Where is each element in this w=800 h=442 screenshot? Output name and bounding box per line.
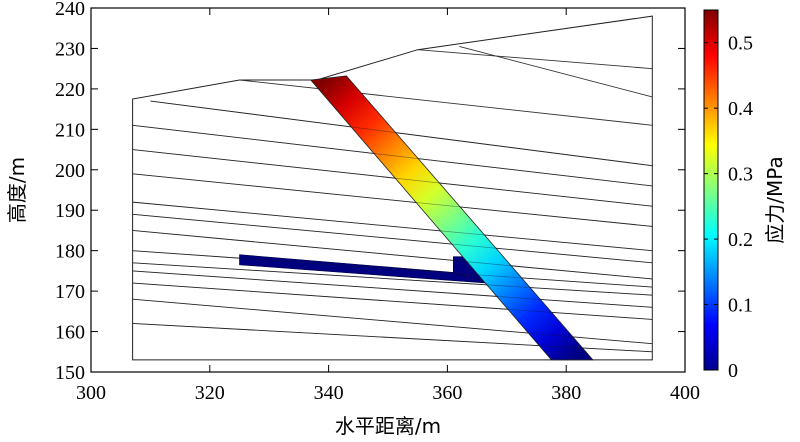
colorbar-tick-label-4: 0.4 bbox=[728, 98, 753, 120]
colorbar-tick-label-1: 0.1 bbox=[728, 295, 753, 317]
plot-frame bbox=[90, 7, 686, 373]
y-tick-label-4: 190 bbox=[55, 200, 85, 222]
rock-layer-line-8 bbox=[132, 262, 653, 296]
x-tick-label-1: 320 bbox=[195, 382, 225, 404]
band-layer-overlay-10 bbox=[132, 282, 653, 320]
rock-layer-line-4 bbox=[132, 201, 653, 252]
rock-layer-line-9 bbox=[132, 270, 653, 308]
colorbar: 0 0.1 0.2 0.3 0.4 0.5 bbox=[703, 9, 753, 382]
band-layer-overlay-11 bbox=[132, 298, 653, 345]
rock-layer-line-14 bbox=[417, 49, 653, 70]
band-layer-overlay-8 bbox=[132, 262, 653, 296]
y-axis-label: 高度/m bbox=[5, 157, 29, 223]
rock-layer-line-13 bbox=[239, 79, 653, 126]
y-tick-label-3: 180 bbox=[55, 241, 85, 263]
band-layer-overlay-1 bbox=[132, 124, 653, 187]
rock-layer-line-5 bbox=[132, 213, 653, 264]
rock-layer-line-2 bbox=[132, 149, 653, 207]
band-layer-overlay-12 bbox=[132, 323, 653, 353]
band-layer-overlay-6 bbox=[132, 230, 653, 280]
colorbar-tick-label-3: 0.3 bbox=[728, 164, 753, 186]
rock-layer-line-0 bbox=[150, 100, 653, 167]
rock-layer-line-3 bbox=[132, 173, 653, 227]
colorbar-gradient bbox=[704, 10, 718, 370]
colorbar-tick-label-0: 0 bbox=[728, 360, 738, 382]
y-tick-label-6: 210 bbox=[55, 119, 85, 141]
x-tick-label-3: 360 bbox=[432, 382, 462, 404]
y-tick-label-0: 150 bbox=[55, 362, 85, 384]
slope-outline bbox=[132, 15, 653, 361]
rock-layer-line-6 bbox=[132, 229, 653, 280]
rock-layer-line-10 bbox=[132, 282, 653, 320]
colorbar-label: 应力/MPa bbox=[763, 156, 787, 243]
x-axis-label: 水平距离/m bbox=[335, 414, 441, 438]
colorbar-tick-label-5: 0.5 bbox=[728, 33, 753, 55]
x-tick-label-0: 300 bbox=[76, 382, 106, 404]
y-tick-label-5: 200 bbox=[55, 160, 85, 182]
band-layer-overlay-0 bbox=[150, 100, 653, 167]
y-tick-label-9: 240 bbox=[55, 0, 85, 20]
axes: 300 320 340 360 380 400 150 160 170 180 190 200 210 2… bbox=[55, 0, 700, 404]
y-tick-label-1: 160 bbox=[55, 322, 85, 344]
y-tick-label-7: 220 bbox=[55, 79, 85, 101]
plot-area bbox=[132, 15, 653, 361]
x-tick-label-5: 400 bbox=[670, 382, 700, 404]
y-tick-label-2: 170 bbox=[55, 281, 85, 303]
band-layer-overlay-9 bbox=[132, 270, 653, 308]
band-layer-overlay-3 bbox=[132, 173, 653, 227]
stress-band bbox=[310, 75, 594, 361]
x-tick-label-2: 340 bbox=[314, 382, 344, 404]
band-layer-overlay-7 bbox=[132, 250, 653, 288]
colorbar-tick-label-2: 0.2 bbox=[728, 229, 753, 251]
rock-layer-line-15 bbox=[459, 45, 653, 98]
band-layer-overlay-5 bbox=[132, 213, 653, 264]
band-layer-overlay-2 bbox=[132, 149, 653, 207]
y-tick-label-8: 230 bbox=[55, 38, 85, 60]
band-layer-overlay-4 bbox=[132, 201, 653, 252]
colorbar-frame bbox=[703, 9, 719, 371]
x-tick-label-4: 380 bbox=[551, 382, 581, 404]
